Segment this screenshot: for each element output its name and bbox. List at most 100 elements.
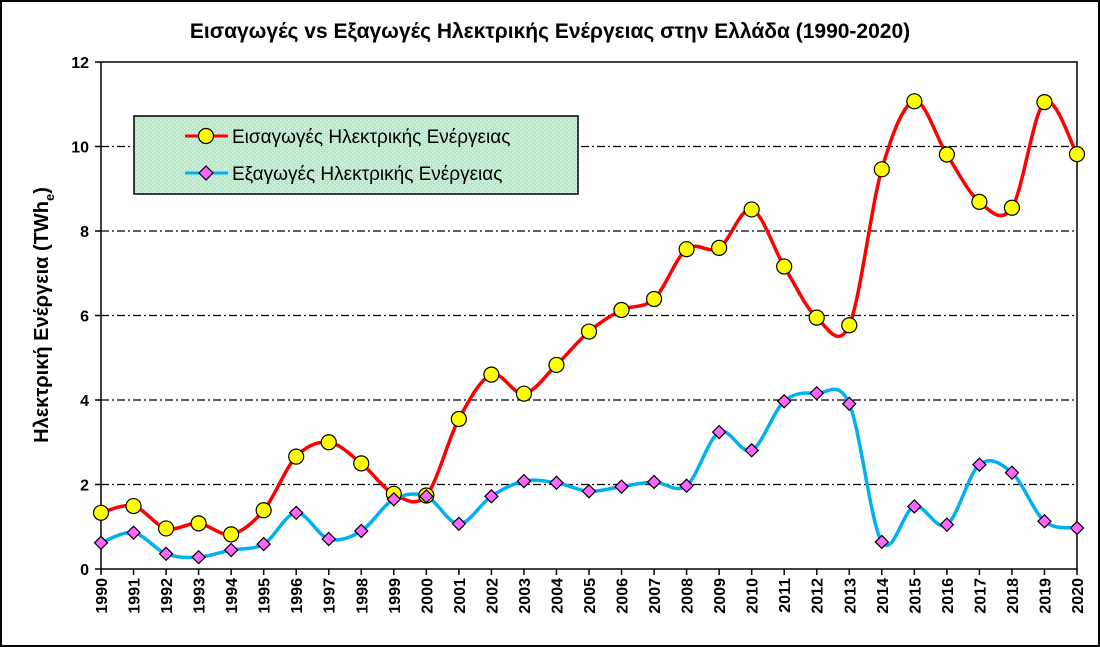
data-point-imports — [613, 301, 630, 319]
data-point-imports — [1036, 94, 1053, 111]
data-point-imports — [873, 161, 890, 178]
data-point-exports — [614, 479, 629, 494]
data-point-imports — [645, 290, 663, 308]
x-tick-label: 2013 — [842, 578, 859, 614]
series-markers-exports — [93, 385, 1085, 565]
data-point-exports — [418, 488, 434, 504]
data-point-imports — [288, 448, 305, 465]
y-tick-label: 8 — [80, 224, 89, 241]
x-tick-label: 1998 — [354, 578, 371, 614]
data-point-imports — [223, 526, 240, 543]
data-point-imports — [548, 356, 565, 374]
data-point-imports — [808, 309, 825, 326]
data-point-imports — [353, 455, 370, 472]
data-point-imports — [320, 434, 337, 451]
data-point-exports — [581, 483, 597, 499]
data-point-exports — [191, 549, 206, 565]
x-tick-label: 1996 — [289, 578, 306, 614]
legend-label-exports: Εξαγωγές Ηλεκτρικής Ενέργειας — [232, 164, 502, 185]
data-point-imports — [1068, 146, 1086, 163]
data-point-exports — [809, 385, 825, 401]
series-exports — [100, 387, 1078, 560]
x-tick-label: 2015 — [907, 578, 924, 614]
data-point-exports — [288, 505, 304, 521]
data-point-exports — [874, 534, 890, 550]
data-point-imports — [906, 93, 923, 110]
data-point-exports — [321, 531, 337, 547]
data-point-exports — [1004, 465, 1020, 481]
x-tick-label: 1992 — [159, 578, 176, 614]
data-point-exports — [906, 499, 922, 514]
x-tick-label: 2003 — [517, 578, 534, 614]
data-point-exports — [451, 516, 467, 532]
x-tick-label: 2009 — [712, 578, 729, 614]
data-point-imports — [841, 317, 858, 334]
x-tick-label: 1994 — [224, 578, 241, 614]
data-point-exports — [841, 396, 857, 412]
data-point-exports — [679, 478, 694, 494]
x-tick-label: 2018 — [1005, 578, 1022, 614]
y-tick-label: 4 — [80, 393, 89, 410]
data-point-exports — [939, 517, 955, 532]
x-tick-label: 2006 — [615, 578, 632, 614]
legend-label-imports: Εισαγωγές Ηλεκτρικής Ενέργειας — [232, 127, 510, 148]
y-tick-label: 12 — [71, 55, 89, 72]
y-tick-label: 6 — [80, 309, 89, 326]
data-point-exports — [223, 542, 239, 558]
data-point-imports — [450, 410, 467, 428]
y-tick-label: 2 — [80, 478, 89, 495]
y-ticks: 0 2 4 6 8 10 12 — [71, 55, 101, 579]
legend-marker-exports — [198, 165, 214, 181]
x-tick-label: 2019 — [1037, 578, 1054, 614]
data-point-imports — [515, 385, 533, 402]
legend: Εισαγωγές Ηλεκτρικής Ενέργειας Εξαγωγές … — [133, 115, 579, 195]
y-tick-label: 10 — [71, 140, 89, 157]
y-tick-label: 0 — [80, 562, 89, 579]
chart-title: Εισαγωγές vs Εξαγωγές Ηλεκτρικής Ενέργει… — [190, 20, 910, 43]
data-point-exports — [646, 474, 662, 490]
data-point-imports — [190, 515, 207, 532]
x-tick-label: 1995 — [257, 578, 274, 614]
data-point-imports — [483, 366, 500, 383]
data-point-exports — [1069, 520, 1085, 536]
data-point-imports — [743, 201, 760, 218]
x-tick-label: 1990 — [94, 578, 111, 614]
data-point-imports — [125, 497, 142, 515]
x-tick-label: 2002 — [484, 578, 501, 614]
data-point-imports — [971, 193, 988, 210]
data-point-imports — [678, 241, 695, 258]
data-point-imports — [776, 258, 793, 275]
data-point-exports — [549, 475, 564, 491]
data-point-imports — [580, 323, 598, 340]
x-tick-label: 2014 — [875, 578, 892, 614]
data-point-exports — [711, 424, 727, 440]
data-point-exports — [93, 535, 109, 551]
data-point-exports — [516, 473, 532, 489]
series-markers-imports — [92, 93, 1086, 543]
series-line-exports — [100, 387, 1078, 560]
x-tick-label: 1993 — [192, 578, 209, 614]
x-tick-label: 1999 — [387, 578, 404, 614]
data-point-exports — [744, 442, 760, 458]
data-point-imports — [938, 146, 955, 163]
data-point-imports — [157, 520, 175, 537]
x-tick-label: 2005 — [582, 578, 599, 614]
data-point-imports — [1003, 199, 1021, 216]
x-tick-label: 2007 — [647, 578, 664, 614]
x-tick-label: 2000 — [419, 578, 436, 614]
data-point-exports — [353, 523, 369, 539]
data-point-imports — [255, 502, 272, 519]
data-point-imports — [92, 504, 110, 521]
x-tick-label: 2012 — [810, 578, 827, 614]
x-tick-label: 1997 — [322, 578, 339, 614]
x-tick-label: 2011 — [777, 578, 794, 613]
x-tick-label: 2010 — [745, 578, 762, 614]
data-point-exports — [484, 488, 499, 504]
x-tick-label: 2016 — [940, 578, 957, 614]
x-tick-label: 2020 — [1070, 578, 1087, 614]
data-point-exports — [158, 546, 174, 562]
data-point-exports — [776, 393, 792, 409]
data-point-exports — [256, 536, 272, 552]
grid-lines — [101, 145, 1077, 486]
